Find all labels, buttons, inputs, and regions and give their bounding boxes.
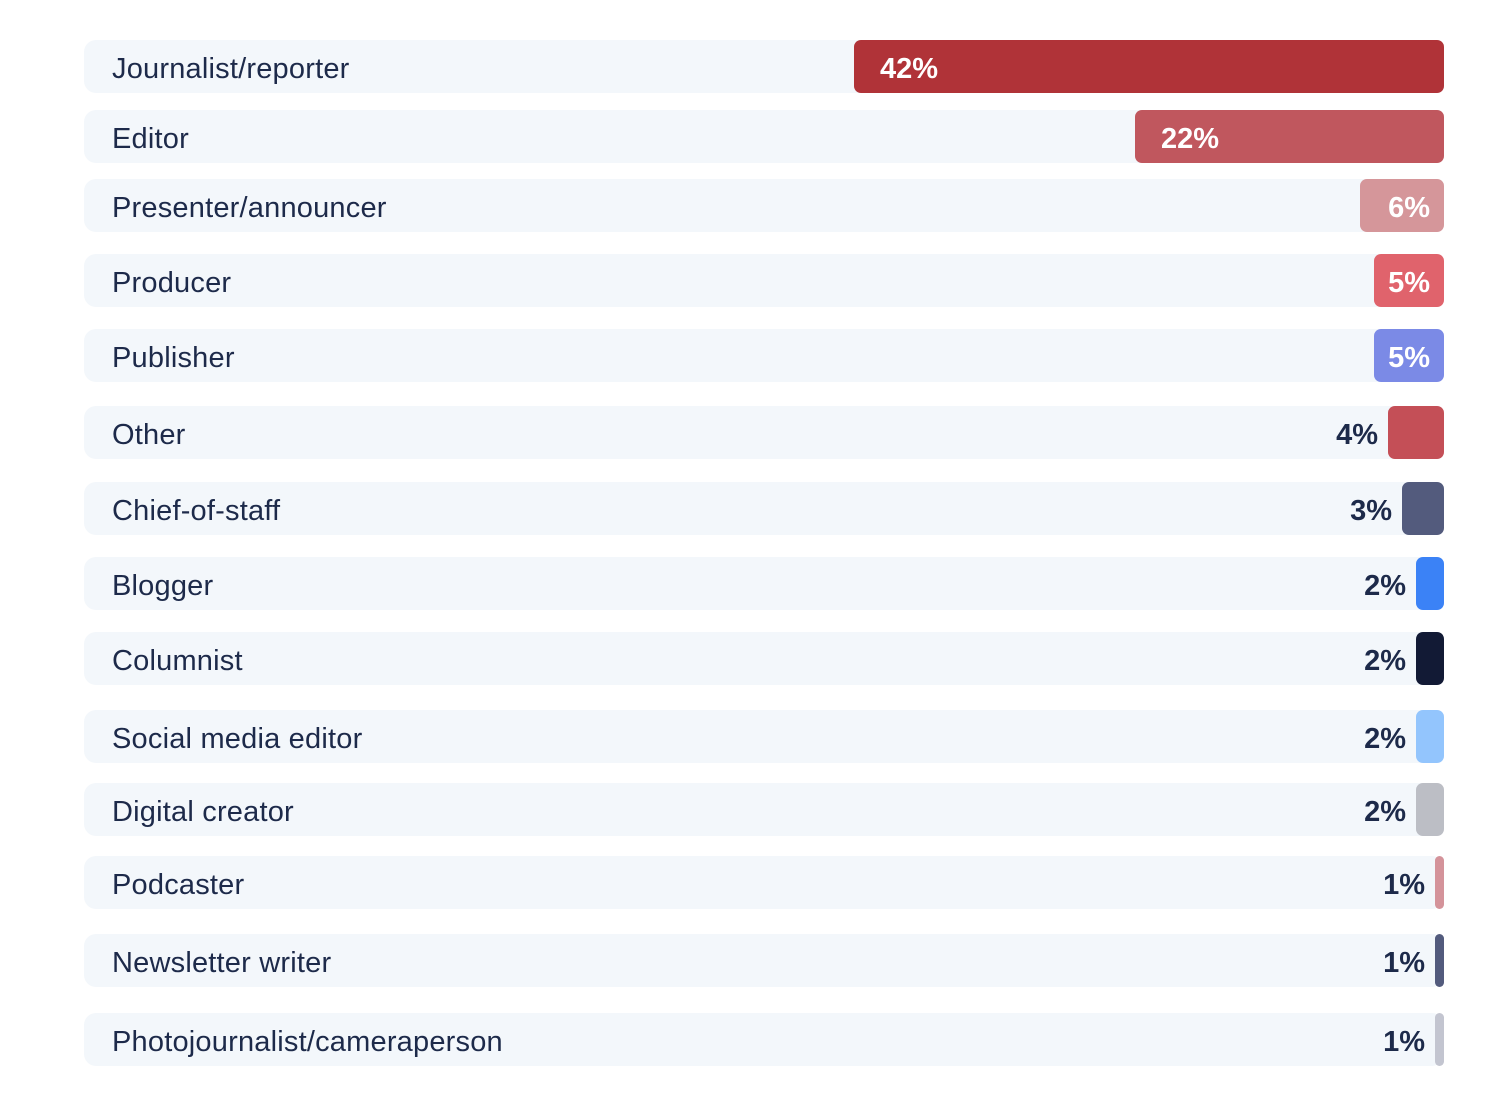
value-label: 6%: [1388, 192, 1430, 224]
category-label: Digital creator: [112, 796, 294, 828]
category-label: Photojournalist/cameraperson: [112, 1026, 503, 1058]
bar-row: Other 4%: [84, 406, 1444, 459]
bar: [1416, 557, 1444, 610]
bar: [1435, 934, 1444, 987]
bar-row: Publisher 5%: [84, 329, 1444, 382]
value-label: 2%: [1364, 723, 1406, 755]
bar-row: Podcaster 1%: [84, 856, 1444, 909]
bar-row: Newsletter writer 1%: [84, 934, 1444, 987]
category-label: Publisher: [112, 342, 235, 374]
bar: [1416, 632, 1444, 685]
value-label: 5%: [1388, 267, 1430, 299]
category-label: Editor: [112, 123, 189, 155]
bar: [1416, 783, 1444, 836]
category-label: Chief-of-staff: [112, 495, 281, 527]
category-label: Columnist: [112, 645, 243, 677]
bar: [1435, 856, 1444, 909]
category-label: Journalist/reporter: [112, 53, 350, 85]
bar: [1135, 110, 1444, 163]
value-label: 2%: [1364, 645, 1406, 677]
value-label: 2%: [1364, 570, 1406, 602]
value-label: 1%: [1383, 947, 1425, 979]
value-label: 42%: [880, 53, 939, 85]
bar-row: Producer 5%: [84, 254, 1444, 307]
category-label: Producer: [112, 267, 232, 299]
value-label: 4%: [1336, 419, 1378, 451]
bar-row: Presenter/announcer 6%: [84, 179, 1444, 232]
bar-row: Social media editor 2%: [84, 710, 1444, 763]
bar: [1360, 179, 1444, 232]
bar-row: Chief-of-staff 3%: [84, 482, 1444, 535]
bar-row: Journalist/reporter 42%: [84, 40, 1444, 93]
value-label: 22%: [1161, 123, 1220, 155]
bar: [1402, 482, 1444, 535]
value-label: 1%: [1383, 1026, 1425, 1058]
bar: [1416, 710, 1444, 763]
bar: [1374, 329, 1444, 382]
category-label: Podcaster: [112, 869, 245, 901]
bar-row: Blogger 2%: [84, 557, 1444, 610]
category-label: Blogger: [112, 570, 214, 602]
bar: [1435, 1013, 1444, 1066]
bar-row: Columnist 2%: [84, 632, 1444, 685]
category-label: Other: [112, 419, 186, 451]
value-label: 3%: [1350, 495, 1392, 527]
bar: [1388, 406, 1444, 459]
value-label: 1%: [1383, 869, 1425, 901]
bar: [854, 40, 1444, 93]
bar: [1374, 254, 1444, 307]
category-label: Newsletter writer: [112, 947, 332, 979]
bar-row: Photojournalist/cameraperson 1%: [84, 1013, 1444, 1066]
value-label: 2%: [1364, 796, 1406, 828]
bar-row: Editor 22%: [84, 110, 1444, 163]
category-label: Presenter/announcer: [112, 192, 387, 224]
category-label: Social media editor: [112, 723, 363, 755]
value-label: 5%: [1388, 342, 1430, 374]
bar-row: Digital creator 2%: [84, 783, 1444, 836]
